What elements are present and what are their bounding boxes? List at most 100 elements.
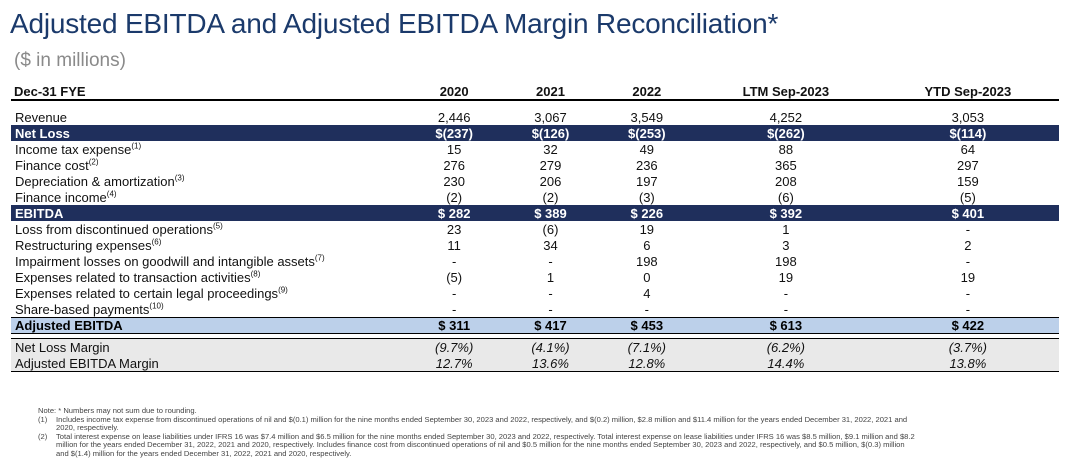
table-row: Impairment losses on goodwill and intang…	[11, 253, 1059, 269]
value-cell: 198	[775, 253, 797, 269]
value-cell: 230	[443, 173, 466, 189]
row-label-text: Finance income	[15, 189, 107, 205]
header-col-ltm: LTM Sep-2023	[694, 83, 877, 101]
row-label-text: Share-based payments	[15, 301, 150, 317]
value-cell: (2)	[542, 189, 559, 205]
table-row: Depreciation & amortization(3) 230 206 197 2…	[11, 173, 1059, 189]
value-cell: 34	[543, 237, 558, 253]
value-cell: $ 417	[502, 317, 599, 334]
value-cell: 1	[546, 269, 555, 285]
table-row: Income tax expense(1) 15 32 49 88 64	[11, 141, 1059, 157]
footnotes: Note: * Numbers may not sum due to round…	[38, 406, 918, 459]
footnote-text: Total interest expense on lease liabilit…	[56, 431, 915, 458]
row-label: Expenses related to transaction activiti…	[11, 269, 406, 285]
value-cell: $ 282	[406, 205, 503, 221]
footnote-ref: (5)	[213, 221, 223, 231]
row-label: Revenue	[11, 109, 406, 125]
value-cell: 4,252	[769, 109, 803, 125]
value-cell: -	[548, 253, 553, 269]
value-cell: $(126)	[502, 125, 599, 141]
row-label-text: Finance cost	[15, 157, 89, 173]
value-cell: 11	[447, 237, 461, 253]
value-cell: 32	[543, 141, 558, 157]
value-cell: 276	[443, 157, 466, 173]
value-cell: (5)	[959, 189, 976, 205]
value-cell: 6	[643, 237, 651, 253]
table-row: Revenue 2,446 3,067 3,549 4,252 3,053	[11, 109, 1059, 125]
header-col-2020: 2020	[406, 83, 503, 101]
footnote-ref: (1)	[131, 141, 142, 151]
row-label-text: Impairment losses on goodwill and intang…	[15, 253, 315, 269]
value-cell: (6.2%)	[694, 338, 877, 355]
footnote-ref: (9)	[278, 285, 288, 295]
value-cell: (6)	[542, 221, 559, 237]
value-cell: 19	[960, 269, 976, 285]
spacer-cell	[11, 100, 1059, 109]
value-cell: $ 453	[598, 317, 695, 334]
footnote-ref: (6)	[151, 237, 162, 247]
value-cell: -	[783, 285, 789, 301]
page-title: Adjusted EBITDA and Adjusted EBITDA Marg…	[10, 8, 779, 39]
value-cell: -	[451, 301, 457, 317]
value-cell: -	[548, 285, 553, 301]
value-cell: (5)	[446, 269, 463, 285]
value-cell: $(114)	[876, 125, 1059, 141]
table-row: Finance cost(2) 276 279 236 365 297	[11, 157, 1059, 173]
row-label: Income tax expense(1)	[11, 141, 406, 157]
row-label: Adjusted EBITDA	[11, 317, 406, 334]
table-row: Finance income(4) (2) (2) (3) (6) (5)	[11, 189, 1059, 205]
footnote-index: (2)	[38, 431, 48, 441]
row-label: Share-based payments(10)	[11, 301, 406, 318]
table-row: EBITDA $ 282 $ 389 $ 226 $ 392 $ 401	[11, 205, 1059, 221]
row-label-text: Net Loss	[15, 125, 70, 141]
value-cell: 12.8%	[598, 355, 695, 372]
value-cell: -	[965, 221, 971, 237]
value-cell: (3)	[638, 189, 655, 205]
table-header-row: Dec-31 FYE 2020 2021 2022 LTM Sep-2023 Y…	[11, 83, 1059, 101]
table-row: Adjusted EBITDA Margin 12.7% 13.6% 12.8% 14.…	[11, 355, 1059, 372]
value-cell: $(253)	[598, 125, 695, 141]
value-cell: 3,549	[630, 109, 664, 125]
row-label-text: Income tax expense	[15, 141, 132, 157]
table-row: Expenses related to transaction activiti…	[11, 269, 1059, 285]
table-row: Net Loss Margin (9.7%) (4.1%) (7.1%) (6.2%)(…	[11, 338, 1059, 355]
row-label-text: Expenses related to certain legal procee…	[15, 285, 279, 301]
value-cell: 14.4%	[694, 355, 877, 372]
value-cell: -	[965, 285, 971, 301]
table-row: Share-based payments(10) - - - - -	[11, 301, 1059, 318]
value-cell: -	[451, 285, 457, 301]
footnote-index: (1)	[38, 414, 48, 424]
value-cell: $ 311	[406, 317, 503, 334]
value-cell: $ 401	[876, 205, 1059, 221]
value-cell: 49	[639, 141, 655, 157]
value-cell: 3,053	[951, 109, 985, 125]
value-cell: -	[548, 301, 553, 317]
row-label: Impairment losses on goodwill and intang…	[11, 253, 406, 269]
footnote-ref: (3)	[174, 173, 185, 183]
table-body: Revenue 2,446 3,067 3,549 4,252 3,053 Net Loss…	[11, 100, 1059, 372]
footnote-ref: (10)	[149, 301, 164, 311]
footnote-ref: (8)	[250, 269, 261, 279]
value-cell: 2,446	[437, 109, 471, 125]
footnote-text: Includes income tax expense from discont…	[56, 414, 908, 433]
value-cell: (6)	[777, 189, 794, 205]
table-row: Adjusted EBITDA $ 311 $ 417 $ 453 $ 613 $ 422	[11, 317, 1059, 334]
value-cell: 297	[957, 157, 979, 173]
value-cell: 23	[446, 221, 462, 237]
value-cell: 0	[643, 269, 651, 285]
value-cell: 3,067	[534, 109, 567, 125]
row-label: Loss from discontinued operations(5)	[11, 221, 406, 237]
row-label-text: Loss from discontinued operations	[15, 221, 214, 237]
row-label-text: EBITDA	[15, 205, 64, 221]
row-label: Net Loss	[11, 125, 406, 141]
header-label: Dec-31 FYE	[11, 83, 406, 101]
value-cell: 206	[539, 173, 562, 189]
value-cell: 19	[639, 221, 655, 237]
table-row: Loss from discontinued operations(5) 23 (6…	[11, 221, 1059, 237]
value-cell: -	[783, 301, 789, 317]
reconciliation-table: Dec-31 FYE 2020 2021 2022 LTM Sep-2023 Y…	[11, 83, 1059, 372]
table-row: Restructuring expenses(6) 11 34 6 3 2	[11, 237, 1059, 253]
value-cell: 1	[782, 221, 790, 237]
page-subtitle: ($ in millions)	[14, 50, 126, 71]
row-label-text: Adjusted EBITDA Margin	[15, 355, 159, 371]
